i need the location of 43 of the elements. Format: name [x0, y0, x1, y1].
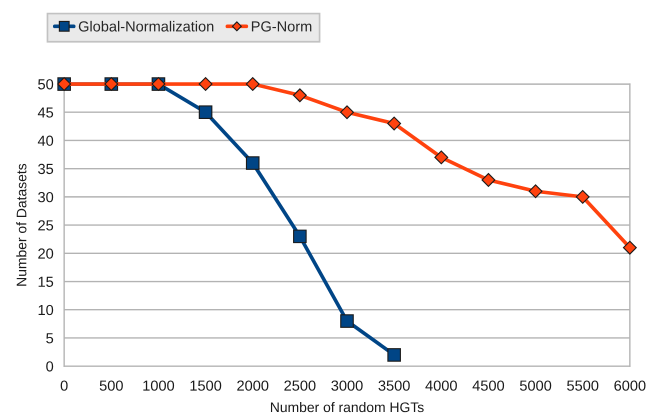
legend-label: Global-Normalization [78, 20, 214, 32]
y-tick-label: 15 [38, 276, 54, 287]
point [292, 88, 307, 102]
x-tick-label: 4500 [472, 380, 504, 391]
x-tick-label: 0 [60, 380, 68, 391]
x-tick-label: 1500 [190, 380, 222, 391]
point [198, 77, 213, 91]
x-tick-label: 3000 [331, 380, 363, 391]
legend-label: PG-Norm [252, 21, 312, 32]
point [340, 314, 354, 328]
y-tick-label: 10 [38, 304, 54, 316]
point [387, 116, 402, 130]
point [246, 156, 260, 170]
y-tick-label: 0 [46, 361, 54, 372]
point [293, 230, 307, 244]
x-tick-label: 5500 [567, 380, 598, 391]
point [387, 348, 401, 362]
point [528, 184, 543, 198]
x-tick-label: 1000 [143, 380, 174, 391]
point [481, 173, 496, 187]
x-tick-label: 5000 [520, 380, 552, 391]
y-tick-label: 25 [38, 220, 54, 231]
point [434, 150, 448, 164]
point [622, 240, 637, 255]
y-tick-label: 45 [38, 107, 54, 118]
y-axis-title: Number of Datasets [16, 164, 26, 286]
y-tick-label: 35 [38, 164, 54, 174]
point [246, 77, 260, 91]
y-tick-label: 50 [38, 79, 54, 90]
point [576, 190, 590, 204]
point [340, 105, 354, 120]
point [198, 105, 212, 120]
x-tick-label: 500 [100, 380, 123, 391]
y-tick-label: 40 [38, 136, 54, 146]
x-tick-label: 2500 [284, 380, 316, 391]
y-tick-label: 20 [38, 248, 54, 259]
x-tick-label: 3500 [378, 380, 410, 391]
y-tick-label: 30 [38, 192, 54, 202]
y-tick-label: 5 [46, 333, 54, 344]
x-tick-label: 4000 [425, 380, 457, 391]
x-axis-title: Number of random HGTs [270, 402, 424, 412]
x-tick-label: 2000 [237, 380, 268, 391]
x-tick-label: 6000 [614, 380, 646, 391]
